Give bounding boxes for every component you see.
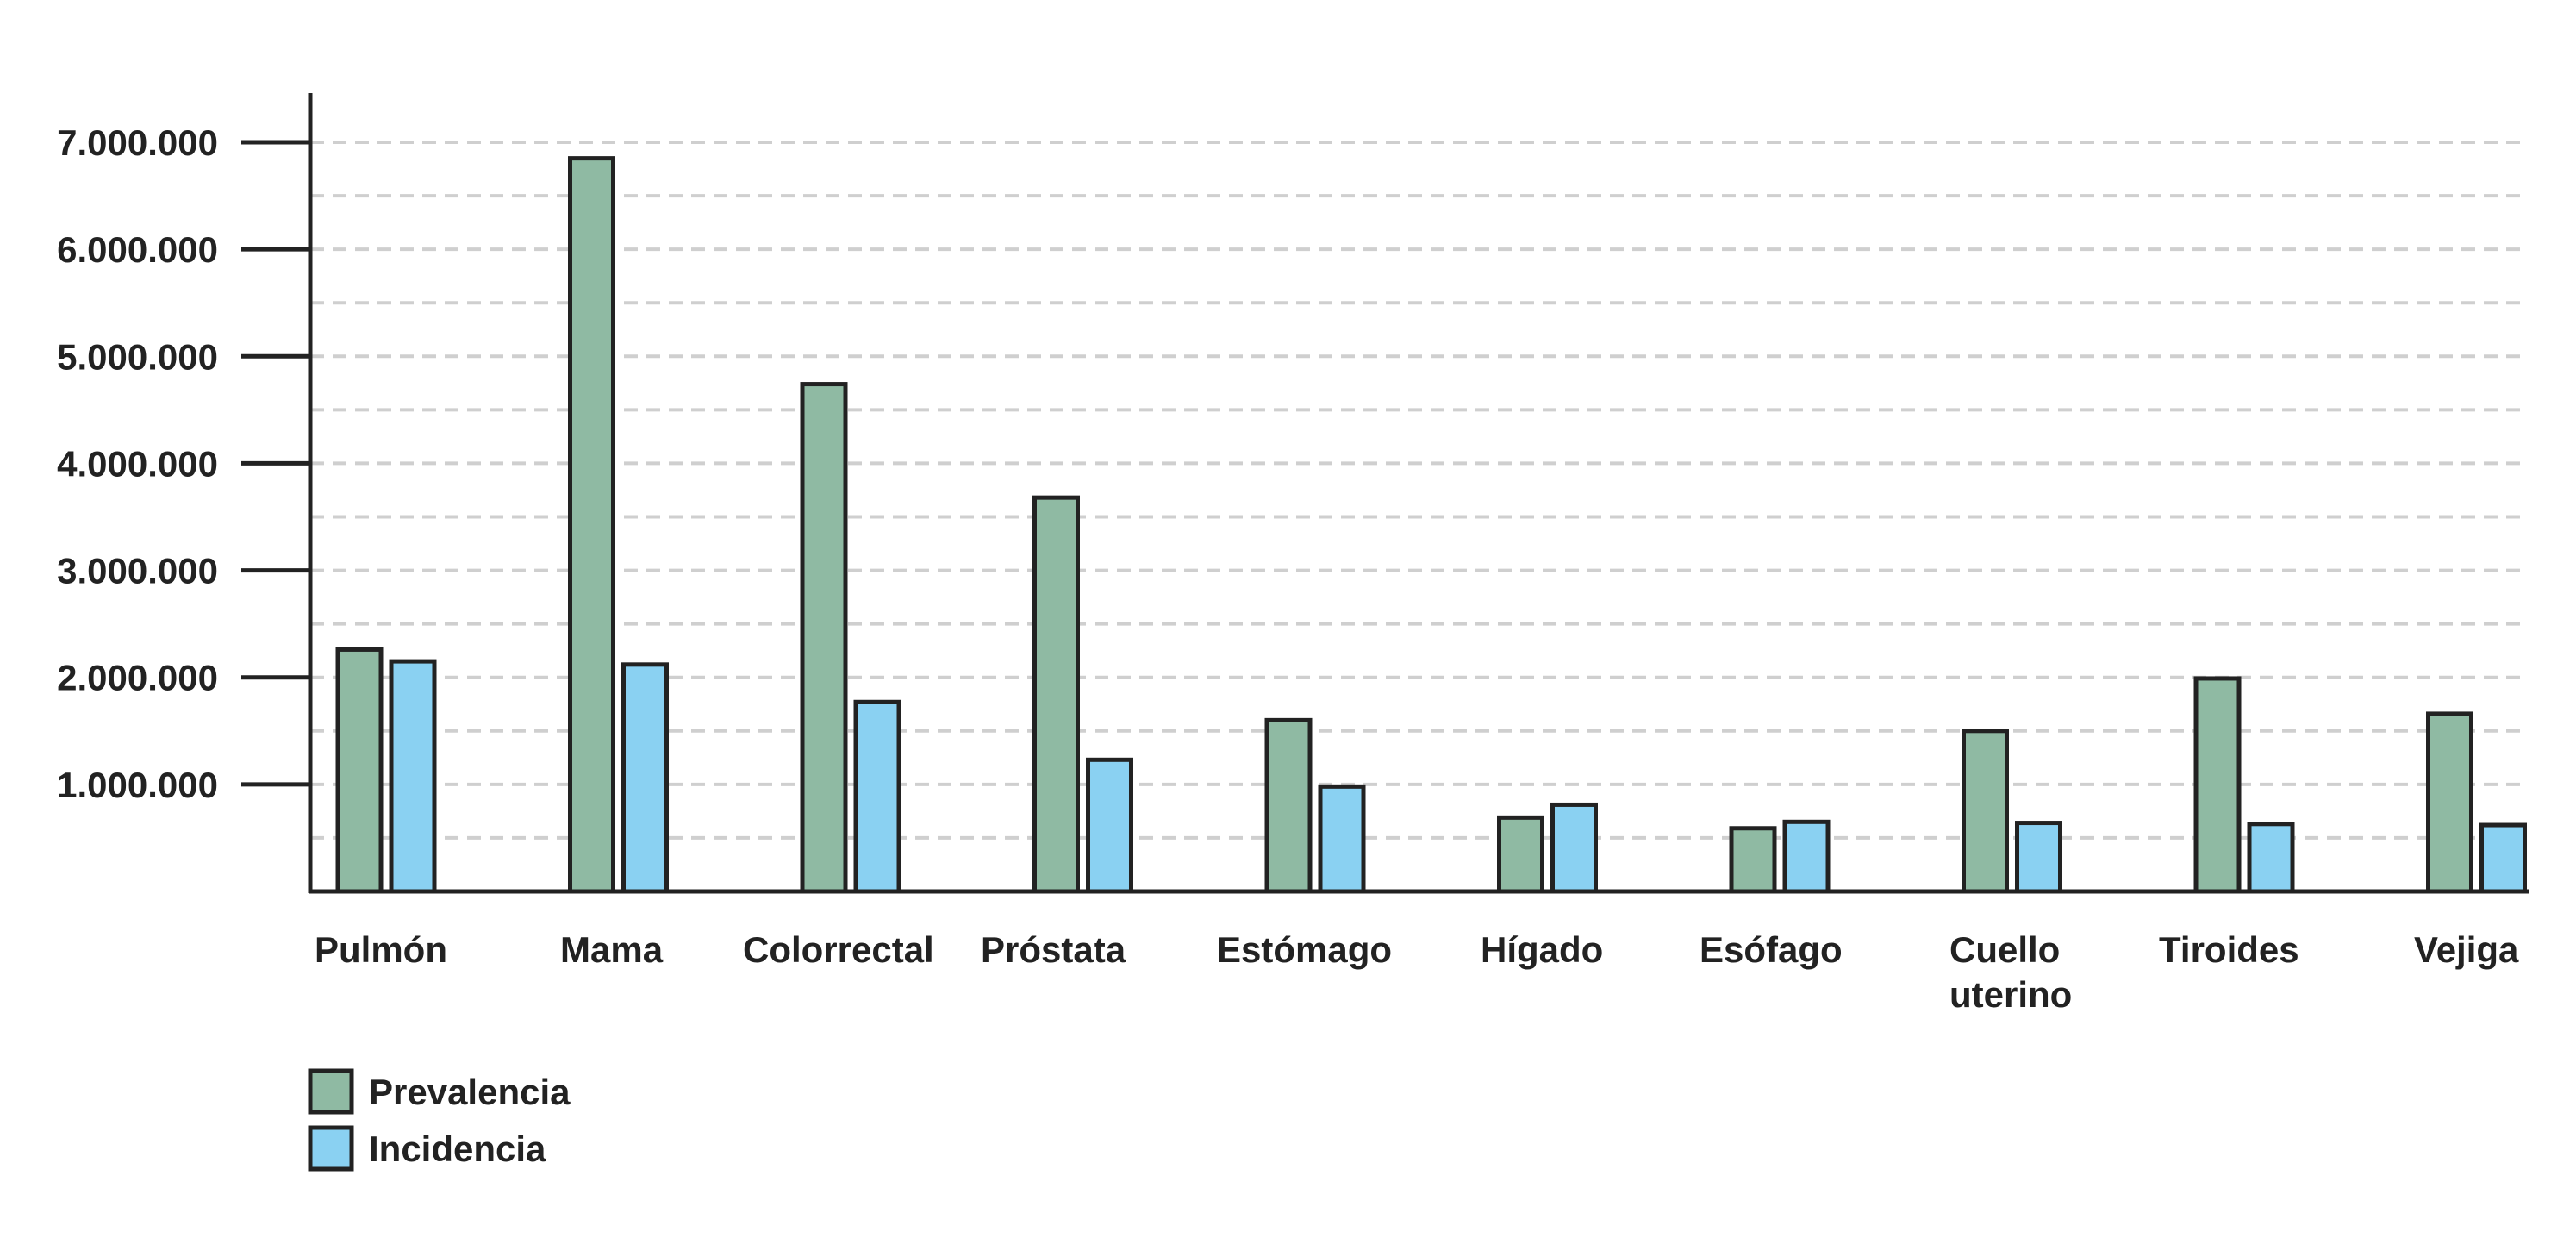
bar-incidencia	[2015, 821, 2062, 894]
y-tick-label: 5.000.000	[57, 336, 218, 377]
x-category-label: Cuello uterino	[1949, 929, 2072, 1015]
bar-prevalencia	[800, 382, 848, 894]
bars	[335, 156, 2527, 894]
bar-prevalencia	[568, 156, 615, 894]
axes	[308, 93, 2529, 894]
legend: Prevalencia Incidencia	[308, 1068, 571, 1172]
bar-incidencia	[2479, 822, 2527, 894]
legend-label-incidencia: Incidencia	[369, 1129, 546, 1169]
y-tick-label: 7.000.000	[57, 122, 218, 163]
x-axis-labels: Pulmón Mama Colorrectal Próstata Estómago Híg…	[315, 929, 2519, 1015]
bar-incidencia	[1550, 802, 1598, 894]
grid-lines	[310, 141, 2529, 840]
x-category-label: Tiroides	[2159, 929, 2299, 970]
x-category-label: Vejiga	[2414, 929, 2519, 970]
y-tick-label: 2.000.000	[57, 658, 218, 698]
bar-prevalencia	[1497, 815, 1544, 894]
bar-prevalencia	[1729, 826, 1777, 894]
bar-prevalencia	[2426, 711, 2473, 894]
x-category-label: Hígado	[1481, 929, 1603, 970]
legend-swatch-incidencia	[308, 1125, 354, 1172]
legend-swatch-prevalencia	[308, 1068, 354, 1115]
bar-incidencia	[1782, 819, 1831, 894]
bar-prevalencia	[335, 647, 384, 894]
x-category-label: Mama	[560, 929, 664, 970]
y-axis-ticks: 1.000.000 2.000.000 3.000.000 4.000.000 5.00…	[57, 122, 310, 805]
y-tick-label: 1.000.000	[57, 765, 218, 805]
x-category-label: Colorrectal	[743, 929, 934, 970]
bar-prevalencia	[1264, 717, 1313, 894]
bar-prevalencia	[1032, 495, 1080, 894]
y-tick-label: 3.000.000	[57, 551, 218, 591]
bar-incidencia	[1318, 784, 1366, 894]
legend-label-prevalencia: Prevalencia	[369, 1072, 571, 1112]
bar-incidencia	[621, 662, 669, 894]
y-tick-label: 6.000.000	[57, 229, 218, 270]
bar-incidencia	[1086, 757, 1133, 894]
bar-incidencia	[2247, 822, 2295, 894]
bar-incidencia	[853, 699, 901, 894]
x-category-label: Esófago	[1700, 929, 1843, 970]
bar-prevalencia	[1962, 729, 2009, 894]
bar-prevalencia	[2193, 676, 2242, 894]
x-category-label: Próstata	[981, 929, 1126, 970]
x-category-label: Estómago	[1217, 929, 1392, 970]
bar-incidencia	[389, 659, 437, 894]
x-category-label: Pulmón	[315, 929, 447, 970]
y-tick-label: 4.000.000	[57, 443, 218, 484]
